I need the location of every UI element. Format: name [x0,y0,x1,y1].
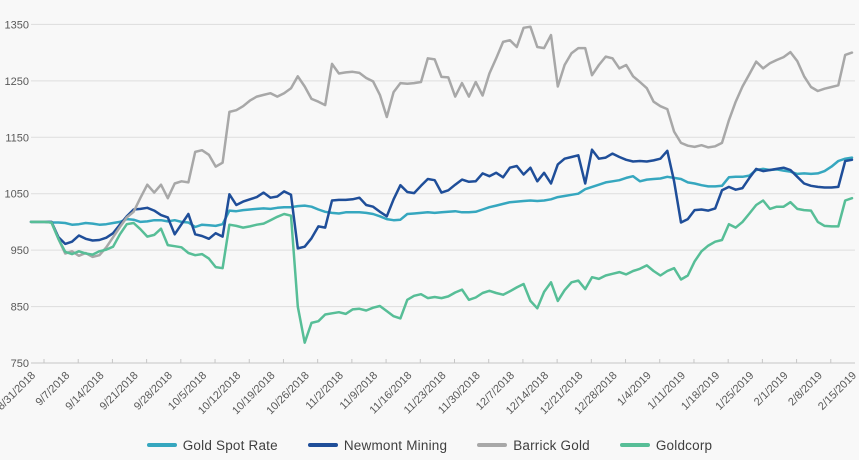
legend-item-gold-spot-rate: Gold Spot Rate [146,437,278,453]
y-axis-label: 850 [11,302,29,314]
y-axis-label: 1050 [5,189,29,201]
legend-label-goldcorp: Goldcorp [655,437,713,453]
y-axis-label: 1250 [5,76,29,88]
legend-label-barrick-gold: Barrick Gold [513,437,590,453]
series-line-barrick-gold [29,25,854,259]
legend-swatch-barrick-gold [477,443,508,447]
legend-item-goldcorp: Goldcorp [619,437,713,453]
chart-legend: Gold Spot Rate Newmont Mining Barrick Go… [0,433,859,457]
legend-label-gold-spot-rate: Gold Spot Rate [182,437,278,453]
legend-swatch-newmont-mining [307,443,338,447]
y-axis-label: 950 [11,245,29,257]
legend-swatch-gold-spot-rate [146,443,177,447]
legend-swatch-goldcorp [619,443,650,447]
legend-label-newmont-mining: Newmont Mining [343,437,448,453]
series-line-newmont-mining [29,148,854,250]
legend-item-newmont-mining: Newmont Mining [307,437,448,453]
y-axis-label: 750 [11,358,29,370]
y-axis-label: 1150 [5,132,29,144]
series-line-gold-spot-rate [29,156,854,229]
series-line-goldcorp [29,196,854,344]
y-axis-label: 1350 [5,19,29,31]
legend-item-barrick-gold: Barrick Gold [477,438,590,453]
